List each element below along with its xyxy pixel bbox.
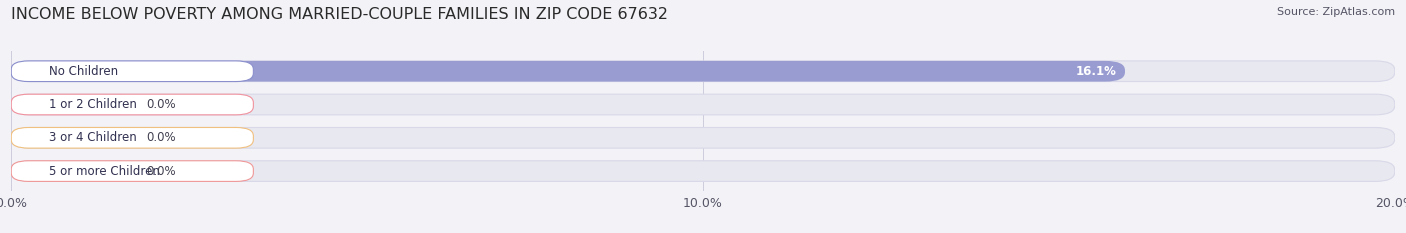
Text: INCOME BELOW POVERTY AMONG MARRIED-COUPLE FAMILIES IN ZIP CODE 67632: INCOME BELOW POVERTY AMONG MARRIED-COUPL… [11, 7, 668, 22]
Text: 5 or more Children: 5 or more Children [49, 164, 160, 178]
FancyBboxPatch shape [11, 161, 253, 182]
FancyBboxPatch shape [11, 127, 253, 148]
FancyBboxPatch shape [11, 161, 136, 182]
Text: No Children: No Children [49, 65, 118, 78]
FancyBboxPatch shape [11, 94, 136, 115]
Text: 16.1%: 16.1% [1076, 65, 1116, 78]
FancyBboxPatch shape [11, 127, 1395, 148]
FancyBboxPatch shape [11, 61, 1395, 82]
Text: 0.0%: 0.0% [146, 164, 176, 178]
Text: 1 or 2 Children: 1 or 2 Children [49, 98, 138, 111]
FancyBboxPatch shape [11, 61, 253, 82]
FancyBboxPatch shape [11, 127, 136, 148]
Text: 3 or 4 Children: 3 or 4 Children [49, 131, 136, 144]
FancyBboxPatch shape [11, 161, 1395, 182]
FancyBboxPatch shape [11, 61, 1125, 82]
FancyBboxPatch shape [11, 94, 1395, 115]
Text: 0.0%: 0.0% [146, 131, 176, 144]
Text: 0.0%: 0.0% [146, 98, 176, 111]
Text: Source: ZipAtlas.com: Source: ZipAtlas.com [1277, 7, 1395, 17]
FancyBboxPatch shape [11, 94, 253, 115]
